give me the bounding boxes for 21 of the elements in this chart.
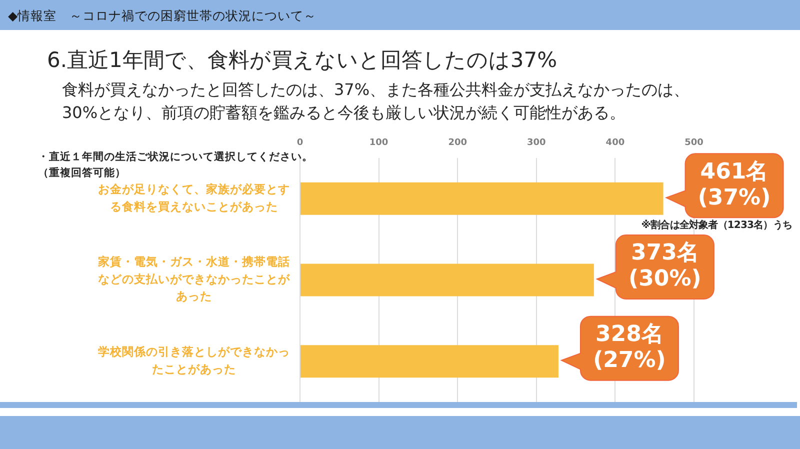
x-tick-label: 500 xyxy=(684,138,704,148)
bar xyxy=(300,345,558,378)
chart-title: 6.直近1年間で、食料が買えないと回答したのは37% xyxy=(47,47,558,74)
chart-subtitle: 食料が買えなかったと回答したのは、37%、また各種公共料金が支払えなかったのは、30%となり、前項の貯蓄額を鑑みると今後も厳しい状況が続く可能性がある。 xyxy=(62,79,691,124)
x-tick-label: 300 xyxy=(527,138,546,148)
y-tick-label: お金が足りなくて、家族が必要とする食料を買えないことがあった xyxy=(98,182,290,214)
x-tick-label: 0 xyxy=(296,138,304,148)
data-label: 328名 (27%) xyxy=(593,322,666,374)
annotation: ・直近１年間の生活ご状況について選択してください。 xyxy=(38,150,313,165)
x-tick-label: 200 xyxy=(448,138,467,148)
y-tick-label: 学校関係の引き落としができなかったことがあった xyxy=(98,344,290,376)
text: ◆情報室 ～コロナ禍での困窮世帯の状況について～ xyxy=(8,8,317,25)
bar xyxy=(300,264,594,296)
y-tick-label: 家賃・電気・ガス・水道・携帯電話などの支払いができなかったことがあった xyxy=(97,254,291,304)
data-label: 373名 (30%) xyxy=(628,240,702,292)
annotation: ※割合は全対象者（1233名）うち xyxy=(641,218,792,232)
data-label: 461名 (37%) xyxy=(698,159,771,210)
x-tick-label: 400 xyxy=(606,138,625,148)
x-tick-label: 100 xyxy=(369,138,388,148)
bar xyxy=(300,182,664,215)
text: （重複回答可能） xyxy=(38,166,126,181)
